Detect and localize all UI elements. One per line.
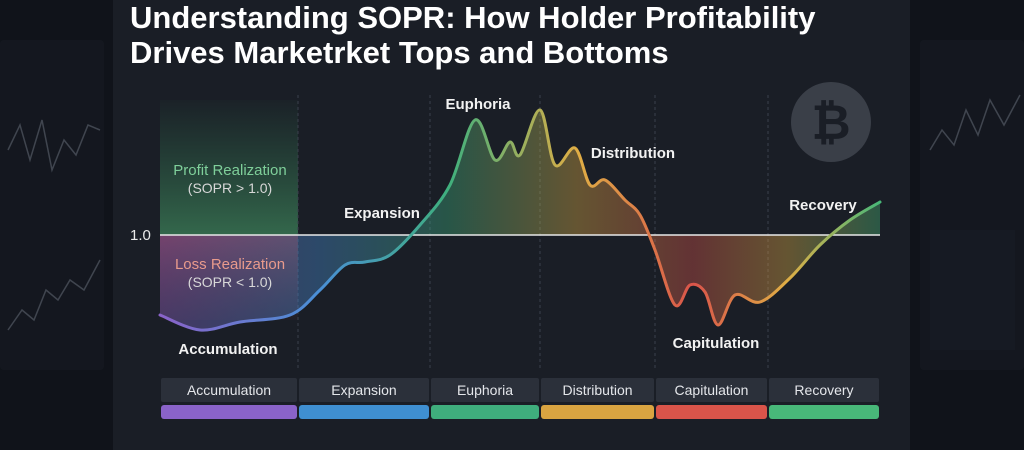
phase-dividers — [297, 95, 769, 370]
phase-box — [161, 378, 297, 402]
phase-box — [769, 378, 879, 402]
zone-label: Loss Realization — [175, 256, 285, 273]
sopr-curve — [158, 108, 882, 332]
reference-label: 1.0 — [130, 227, 151, 244]
side-panel-right — [920, 40, 1024, 370]
curve-area — [160, 109, 880, 331]
phase-label: Accumulation — [187, 382, 271, 398]
phase-color — [656, 405, 767, 419]
zone-note: (SOPR < 1.0) — [188, 274, 272, 290]
annotation: Recovery — [789, 197, 857, 214]
title-line: Drives Marketrket Tops and Bottoms — [130, 35, 669, 70]
profit-zone — [160, 100, 298, 235]
phase-color — [299, 405, 429, 419]
phase-color — [541, 405, 654, 419]
bitcoin-symbol: ₿ — [811, 97, 850, 150]
annotation: Euphoria — [445, 96, 511, 113]
zone-note: (SOPR > 1.0) — [188, 180, 272, 196]
phase-box — [541, 378, 654, 402]
annotation: Accumulation — [178, 341, 277, 358]
annotation: Expansion — [344, 205, 420, 222]
phase-label: Capitulation — [675, 382, 749, 398]
zone-label: Profit Realization — [173, 162, 286, 179]
bitcoin-icon — [791, 82, 871, 162]
phase-box — [431, 378, 539, 402]
phase-box — [656, 378, 767, 402]
phase-label: Expansion — [331, 382, 396, 398]
phase-bar: Accumulation Expansion Euphoria Distributio… — [161, 378, 879, 419]
phase-label: Recovery — [794, 382, 853, 398]
side-panel-left — [0, 40, 104, 370]
annotation: Capitulation — [673, 335, 760, 352]
phase-color — [161, 405, 297, 419]
phase-box — [299, 378, 429, 402]
phase-label: Euphoria — [457, 382, 513, 398]
phase-label: Distribution — [562, 382, 632, 398]
annotation: Distribution — [591, 145, 675, 162]
title-line: Understanding SOPR: How Holder Profitabi… — [130, 0, 816, 35]
phase-color — [431, 405, 539, 419]
phase-color — [769, 405, 879, 419]
